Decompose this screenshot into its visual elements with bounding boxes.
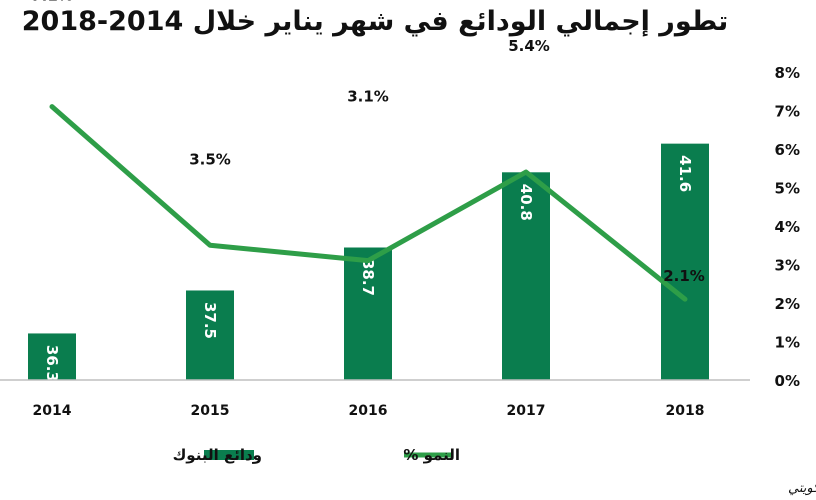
growth-value-label: 3.5% (189, 150, 231, 168)
y-tick-label: 8% (775, 64, 800, 82)
y-tick-label: 2% (775, 295, 800, 313)
y-tick-label: 4% (775, 218, 800, 236)
bar-value-label: 37.5 (201, 302, 219, 339)
growth-value-label: 5.4% (508, 37, 550, 55)
x-tick-label: 2016 (349, 403, 388, 419)
bar (344, 247, 392, 380)
y-tick-label: 3% (775, 257, 800, 275)
y-tick-label: 1% (775, 334, 800, 352)
y-tick-label: 0% (775, 372, 800, 390)
growth-value-label: 2.1% (663, 267, 705, 285)
bar-value-label: 41.6 (676, 155, 694, 192)
right-axis-ticks: 0% 1% 2% 3% 4% 5% 6% 7% 8% (775, 64, 800, 390)
bar (502, 172, 550, 380)
legend: ودائع البنوك النمو % (173, 446, 460, 464)
x-tick-label: 2014 (33, 403, 72, 419)
bar (661, 143, 709, 380)
source-note: المصدر: بيت التمويل الكويتي (788, 481, 816, 496)
growth-value-label: 7.1% (31, 0, 73, 5)
legend-bar-label: ودائع البنوك (173, 446, 262, 464)
chart-title: تطور إجمالي الودائع في شهر يناير خلال 20… (22, 6, 728, 37)
x-tick-label: 2018 (666, 403, 705, 419)
bar-value-label: 36.3 (43, 345, 61, 382)
bar (28, 333, 76, 380)
y-tick-label: 5% (775, 180, 800, 198)
chart-title-group: تطور إجمالي الودائع في شهر يناير خلال 20… (22, 6, 728, 37)
bar-value-label: 38.7 (359, 259, 377, 296)
bar-series: 36.3 37.5 38.7 40.8 41.6 (28, 143, 709, 382)
growth-value-label: 3.1% (347, 88, 389, 106)
growth-labels: 7.1% 3.5% 3.1% 5.4% 2.1% (31, 0, 705, 285)
x-axis-ticks: 2014 2015 2016 2017 2018 (33, 403, 705, 419)
growth-line-series (49, 104, 688, 302)
bar (186, 290, 234, 380)
y-tick-label: 6% (775, 141, 800, 159)
legend-line-label: النمو % (403, 446, 460, 464)
legend-bar-swatch (204, 450, 254, 460)
bar-value-label: 40.8 (517, 184, 535, 221)
x-tick-label: 2015 (191, 403, 230, 419)
x-tick-label: 2017 (507, 403, 546, 419)
y-tick-label: 7% (775, 103, 800, 121)
